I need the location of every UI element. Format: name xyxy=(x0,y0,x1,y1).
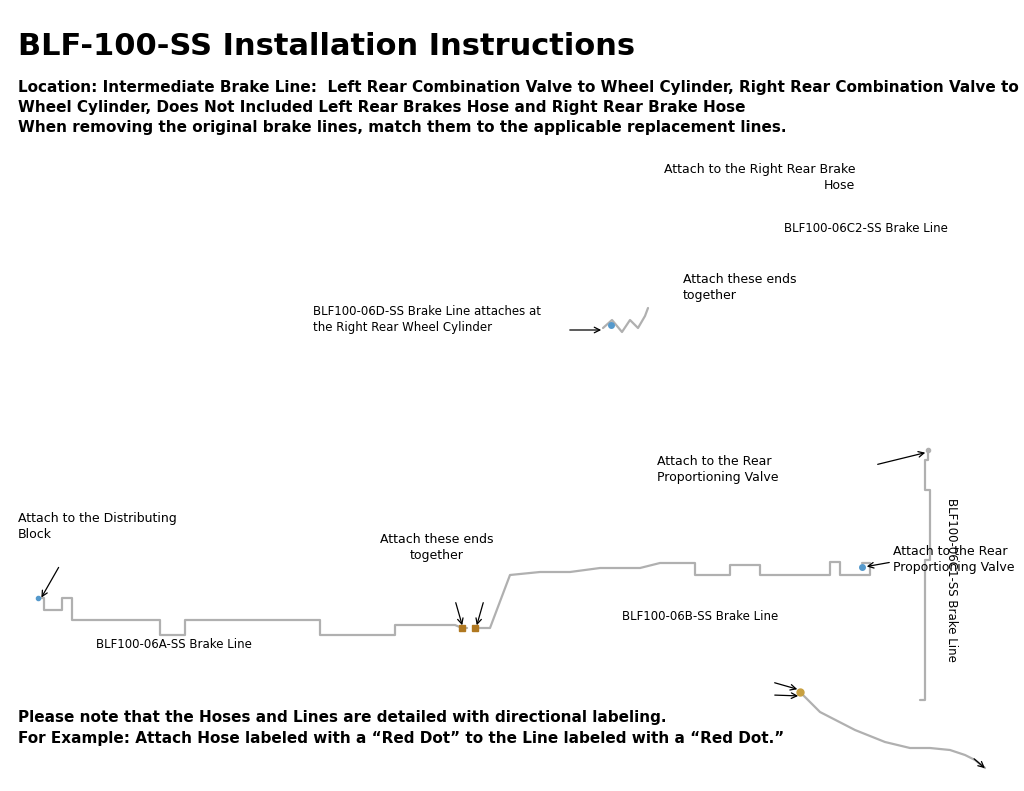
Text: BLF100-06C1-SS Brake Line: BLF100-06C1-SS Brake Line xyxy=(945,498,958,662)
Text: BLF-100-SS Installation Instructions: BLF-100-SS Installation Instructions xyxy=(18,32,635,61)
Text: BLF100-06D-SS Brake Line attaches at
the Right Rear Wheel Cylinder: BLF100-06D-SS Brake Line attaches at the… xyxy=(313,305,541,334)
Text: Please note that the Hoses and Lines are detailed with directional labeling.
For: Please note that the Hoses and Lines are… xyxy=(18,710,784,746)
Text: BLF100-06C2-SS Brake Line: BLF100-06C2-SS Brake Line xyxy=(784,222,948,235)
Text: Location: Intermediate Brake Line:  Left Rear Combination Valve to Wheel Cylinde: Location: Intermediate Brake Line: Left … xyxy=(18,80,1019,134)
Text: Attach to the Rear
Proportioning Valve: Attach to the Rear Proportioning Valve xyxy=(893,545,1015,574)
Text: Attach to the Right Rear Brake
Hose: Attach to the Right Rear Brake Hose xyxy=(664,163,855,192)
Text: Attach to the Rear
Proportioning Valve: Attach to the Rear Proportioning Valve xyxy=(657,455,778,484)
Text: Attach these ends
together: Attach these ends together xyxy=(380,533,494,562)
Text: BLF100-06A-SS Brake Line: BLF100-06A-SS Brake Line xyxy=(96,638,252,651)
Text: Attach these ends
together: Attach these ends together xyxy=(683,273,797,302)
Text: BLF100-06B-SS Brake Line: BLF100-06B-SS Brake Line xyxy=(622,610,778,623)
Text: Attach to the Distributing
Block: Attach to the Distributing Block xyxy=(18,512,177,541)
